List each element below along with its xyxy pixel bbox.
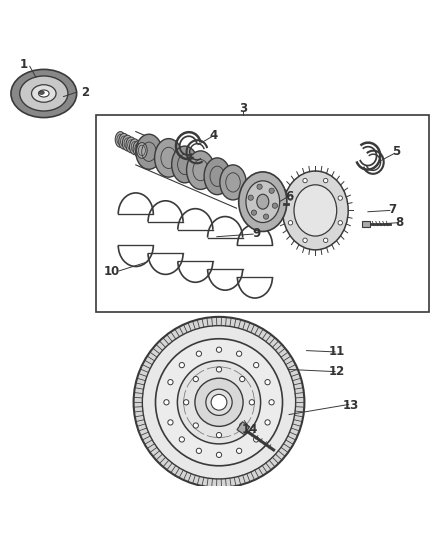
Ellipse shape <box>11 69 77 118</box>
Circle shape <box>248 195 253 200</box>
Wedge shape <box>219 328 304 477</box>
Circle shape <box>269 400 274 405</box>
Circle shape <box>193 423 198 428</box>
Ellipse shape <box>115 132 126 147</box>
Circle shape <box>177 361 261 444</box>
Circle shape <box>265 379 270 385</box>
Ellipse shape <box>246 181 279 222</box>
Circle shape <box>184 400 189 405</box>
Circle shape <box>179 437 184 442</box>
Circle shape <box>254 362 259 368</box>
Ellipse shape <box>239 172 287 231</box>
Text: 6: 6 <box>285 190 293 203</box>
Circle shape <box>211 394 227 410</box>
Circle shape <box>265 420 270 425</box>
Ellipse shape <box>39 90 49 97</box>
Ellipse shape <box>294 185 337 236</box>
Ellipse shape <box>39 91 44 94</box>
Circle shape <box>272 203 278 208</box>
Circle shape <box>303 238 307 243</box>
Circle shape <box>142 326 296 479</box>
Ellipse shape <box>187 151 215 189</box>
Circle shape <box>216 367 222 372</box>
Bar <box>96 115 429 312</box>
Circle shape <box>338 221 343 225</box>
Ellipse shape <box>257 194 269 209</box>
Ellipse shape <box>220 165 246 200</box>
Ellipse shape <box>172 146 198 183</box>
Circle shape <box>269 188 274 193</box>
Circle shape <box>195 378 243 426</box>
Ellipse shape <box>133 141 144 157</box>
Ellipse shape <box>32 85 56 102</box>
Circle shape <box>216 452 222 457</box>
Ellipse shape <box>126 137 137 153</box>
Circle shape <box>168 420 173 425</box>
Circle shape <box>216 432 222 438</box>
Circle shape <box>240 376 245 382</box>
Circle shape <box>193 376 198 382</box>
Circle shape <box>257 184 262 189</box>
Text: 9: 9 <box>252 227 260 240</box>
Circle shape <box>237 448 242 454</box>
Ellipse shape <box>136 134 162 169</box>
Ellipse shape <box>155 139 183 177</box>
Circle shape <box>134 317 304 488</box>
Circle shape <box>254 437 259 442</box>
Ellipse shape <box>130 139 140 155</box>
Text: 4: 4 <box>210 128 218 142</box>
Text: 7: 7 <box>388 203 396 216</box>
Ellipse shape <box>119 133 129 149</box>
Ellipse shape <box>20 76 68 111</box>
Circle shape <box>196 351 201 357</box>
Circle shape <box>155 339 283 466</box>
Circle shape <box>168 379 173 385</box>
Text: 2: 2 <box>81 86 89 99</box>
Circle shape <box>237 351 242 357</box>
Circle shape <box>249 400 254 405</box>
Bar <box>237 422 250 434</box>
Circle shape <box>240 423 245 428</box>
Circle shape <box>164 400 169 405</box>
Ellipse shape <box>204 158 230 195</box>
Text: 12: 12 <box>329 365 346 378</box>
Circle shape <box>303 179 307 183</box>
Text: 14: 14 <box>241 423 258 436</box>
Circle shape <box>338 196 343 200</box>
Text: 11: 11 <box>329 345 346 358</box>
Text: 3: 3 <box>239 102 247 115</box>
Circle shape <box>216 347 222 352</box>
Circle shape <box>179 362 184 368</box>
Circle shape <box>288 196 293 200</box>
Text: 8: 8 <box>396 216 403 229</box>
Text: 1: 1 <box>20 58 28 71</box>
Ellipse shape <box>283 171 348 250</box>
Circle shape <box>251 210 257 215</box>
Bar <box>362 221 370 227</box>
Circle shape <box>324 238 328 243</box>
Text: 13: 13 <box>342 399 359 413</box>
Ellipse shape <box>122 135 133 151</box>
Text: 10: 10 <box>103 265 120 278</box>
Circle shape <box>206 389 232 415</box>
Text: 5: 5 <box>392 146 400 158</box>
Ellipse shape <box>137 142 147 158</box>
Circle shape <box>324 179 328 183</box>
Circle shape <box>263 214 268 219</box>
Circle shape <box>196 448 201 454</box>
Circle shape <box>288 221 293 225</box>
